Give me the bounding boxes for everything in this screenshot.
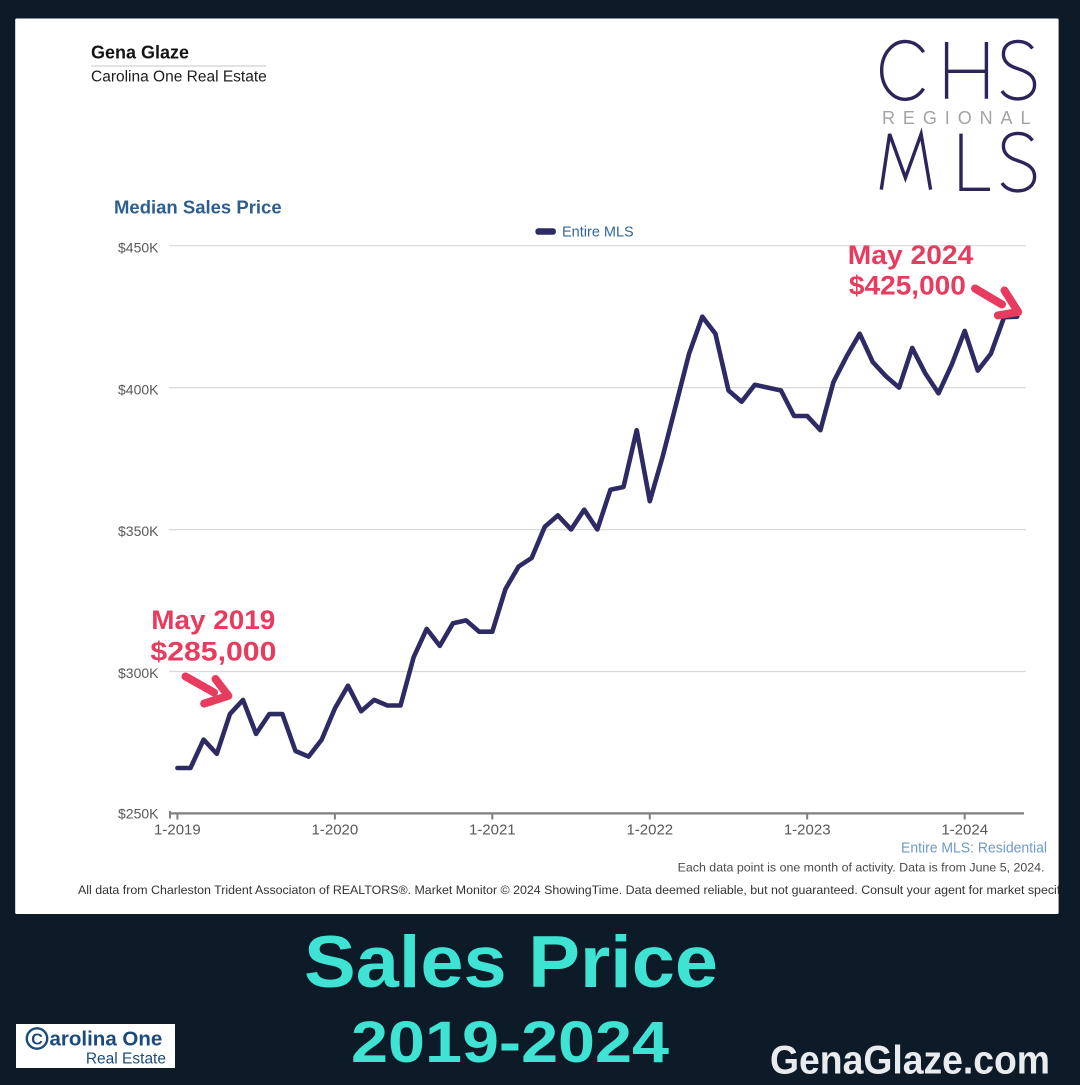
svg-text:1-2022: 1-2022 bbox=[626, 822, 673, 839]
svg-text:Entire MLS: Residential: Entire MLS: Residential bbox=[901, 840, 1047, 857]
svg-text:$450K: $450K bbox=[118, 239, 159, 255]
svg-text:$300K: $300K bbox=[118, 665, 159, 681]
svg-text:Real Estate: Real Estate bbox=[86, 1051, 166, 1068]
svg-text:$350K: $350K bbox=[118, 523, 159, 539]
svg-text:1-2023: 1-2023 bbox=[784, 822, 831, 839]
svg-text:$400K: $400K bbox=[118, 381, 159, 397]
svg-text:1-2019: 1-2019 bbox=[154, 822, 201, 839]
svg-text:Carolina One Real Estate: Carolina One Real Estate bbox=[91, 69, 267, 86]
svg-text:Gena Glaze: Gena Glaze bbox=[91, 43, 189, 63]
svg-text:Sales Price: Sales Price bbox=[304, 920, 718, 1003]
svg-text:May 2024: May 2024 bbox=[848, 240, 974, 270]
svg-text:2019-2024: 2019-2024 bbox=[351, 1010, 669, 1075]
svg-text:Entire MLS: Entire MLS bbox=[562, 225, 634, 241]
svg-text:Each data point is one month o: Each data point is one month of activity… bbox=[678, 861, 1045, 875]
svg-text:$250K: $250K bbox=[118, 805, 159, 821]
svg-text:Median Sales Price: Median Sales Price bbox=[114, 197, 282, 218]
svg-text:$425,000: $425,000 bbox=[849, 270, 966, 300]
svg-text:arolina One: arolina One bbox=[50, 1028, 163, 1051]
svg-text:1-2021: 1-2021 bbox=[469, 822, 516, 839]
svg-text:1-2024: 1-2024 bbox=[941, 822, 988, 839]
svg-text:1-2020: 1-2020 bbox=[312, 822, 359, 839]
svg-text:GenaGlaze.com: GenaGlaze.com bbox=[770, 1039, 1050, 1081]
svg-text:C: C bbox=[31, 1031, 43, 1048]
svg-text:May 2019: May 2019 bbox=[151, 605, 275, 635]
svg-text:$285,000: $285,000 bbox=[150, 637, 276, 667]
svg-text:All data from Charleston Tride: All data from Charleston Trident Associa… bbox=[78, 883, 1079, 897]
